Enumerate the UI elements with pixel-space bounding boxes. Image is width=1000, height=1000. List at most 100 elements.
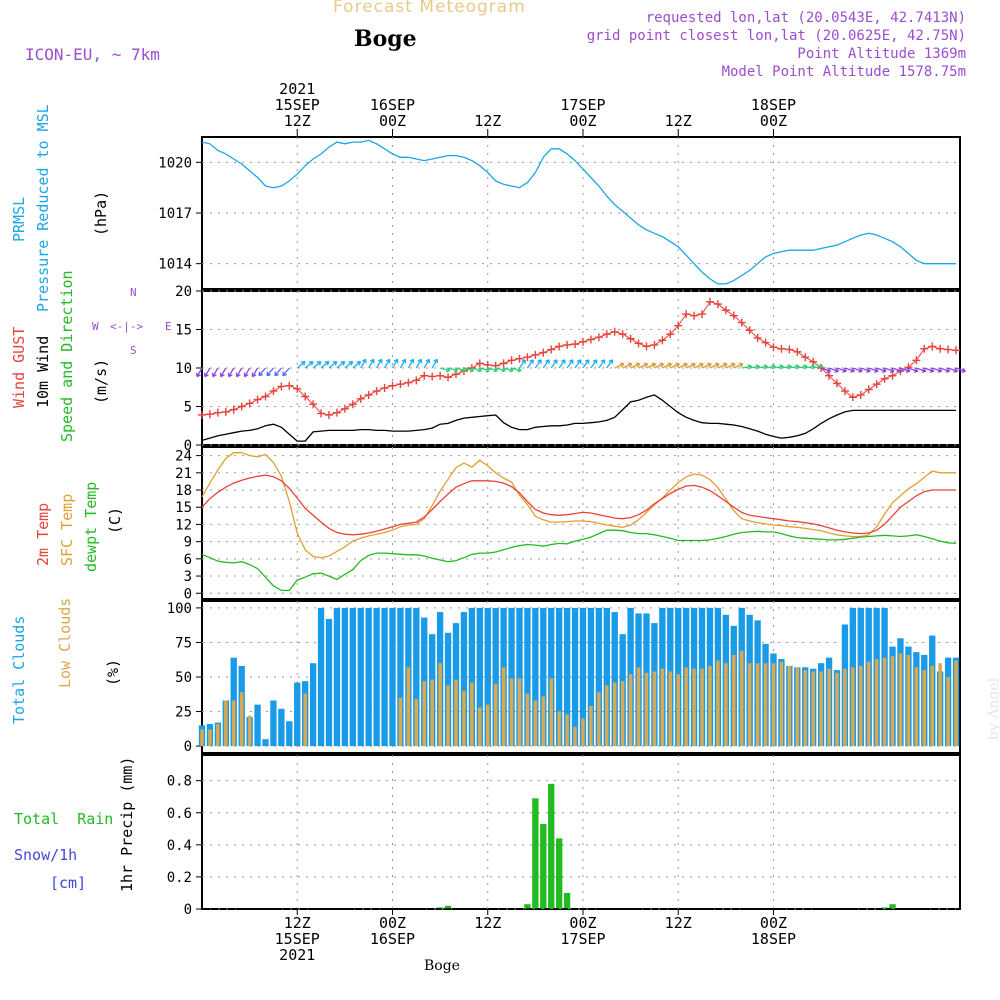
wind-arrow [487,367,498,372]
low-cloud-bar [874,659,879,747]
wind-arrow [296,361,306,369]
total-cloud-bar [286,721,293,747]
y-tick-label: 6 [184,552,192,568]
low-cloud-bar [557,711,561,747]
wind-arrow [662,363,672,369]
gust-marker [729,311,738,320]
wind-arrow-head [282,371,287,377]
gust-marker [388,381,397,390]
rain-bar [444,905,452,909]
wind-arrow-head [417,358,423,364]
gust-marker [769,343,778,352]
x-tick-label-bottom: 00Z [569,914,596,932]
wind-arrow [693,363,704,369]
gust-marker [928,342,937,351]
low-cloud-bar [549,678,553,747]
low-cloud-bar [597,692,601,747]
compass-e: E [165,320,172,333]
wind-arrow [439,367,450,372]
low-cloud-bar [771,663,776,747]
wind-arrow-head [635,362,641,368]
low-cloud-bar [716,660,720,747]
low-cloud-bar [795,667,800,747]
point-altitude: Point Altitude 1369m [797,46,966,62]
low-cloud-bar [747,663,752,747]
wind-arrow [503,367,514,372]
wind-arrow-head [501,367,506,373]
wind-arrow [749,365,760,369]
low-cloud-bar [430,679,434,747]
gust-marker [872,380,881,389]
wind-arrow-head [608,359,614,364]
low-cloud-bar [620,681,625,747]
wind-arrow [463,367,474,372]
wind-arrow [236,367,243,377]
wind-arrow [701,363,712,369]
wind-arrow-head [834,367,839,373]
wind-arrow-head [332,360,338,366]
wind-arrow [376,359,383,369]
rain-bar [532,798,539,909]
gust-marker [825,371,834,380]
wind-arrow [534,359,542,369]
wind-arrow [606,359,614,369]
total-cloud-bar [357,607,364,747]
low-cloud-bar [755,663,760,747]
panel-frame [201,446,961,600]
wind-arrow [820,367,831,373]
low-cloud-bar [628,674,633,747]
wind-arrow-head [425,358,431,364]
gust-marker [777,344,786,353]
wind-arrow-head [937,367,943,373]
total-cloud-bar [555,607,563,747]
gust-marker [705,297,714,306]
wind-arrow-head [385,358,391,364]
wind-arrow-head [196,372,201,378]
wind-arrow [495,367,506,372]
wind-arrow [598,359,606,369]
low-cloud-bar [660,668,665,747]
low-cloud-bar [422,681,426,747]
total-cloud-bar [595,607,603,747]
wind-arrow [415,359,422,369]
wind-arrow-head [258,371,264,377]
wind-arrow [805,365,816,369]
gust-marker [658,336,667,345]
wind-arrow [677,363,688,369]
wind-arrow [526,359,534,369]
x-tick-label-bottom: 17SEP [560,930,605,948]
rain-bar [881,907,888,909]
wind-arrow-head [850,367,855,373]
gust-marker [880,374,889,383]
wind-arrow [423,359,430,369]
total-cloud-bar [397,607,404,747]
low-cloud-bar [851,667,855,747]
total-cloud-bar [262,739,269,747]
wind-arrow-head [568,359,574,364]
gust-marker [936,344,945,353]
gust-marker [237,402,246,411]
wind-arrow [447,367,458,372]
low-cloud-bar [636,667,641,747]
model-point-altitude: Model Point Altitude 1578.75m [721,64,966,80]
wind-arrow [773,365,784,369]
total-cloud-bar [270,700,277,747]
wind-arrow-head [377,358,383,364]
low-cloud-bar [232,700,236,747]
gust-marker [618,330,627,339]
gust-marker [332,408,341,417]
y-tick-label: 75 [175,635,192,651]
wind-arrow-head [324,360,330,366]
wind-arrow [383,359,391,369]
y-tick-label: 21 [175,466,192,482]
wind-arrow-head [921,367,927,373]
wind-arrow-head [714,362,720,368]
low-cloud-bar [827,668,831,747]
wind-arrow [828,367,839,373]
gridpoint-coords: grid point closest lon,lat (20.0625E, 42… [586,28,966,44]
wind-arrow [228,367,235,377]
gust-marker [610,327,619,336]
low-cloud-bar [732,654,736,747]
wind-arrow [336,361,346,369]
gust-marker [920,344,929,353]
